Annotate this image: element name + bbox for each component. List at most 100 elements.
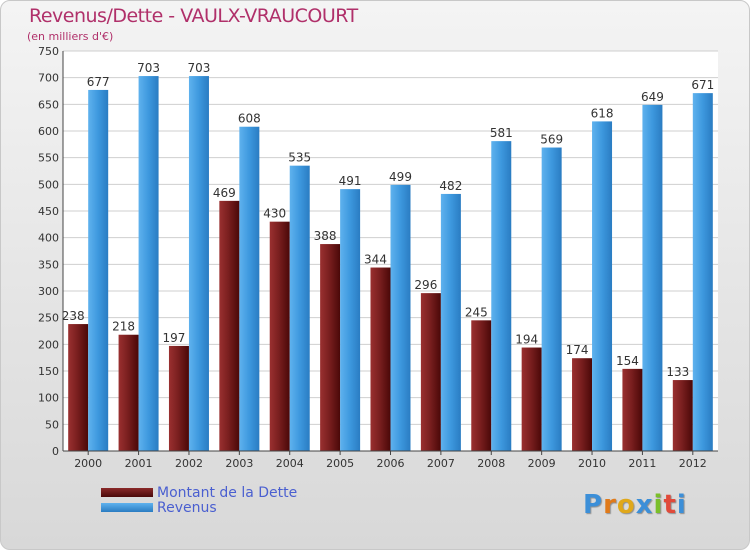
x-tick-label: 2006: [377, 457, 405, 470]
data-label-dette: 133: [666, 365, 689, 379]
data-label-revenus: 608: [238, 112, 261, 126]
y-tick-label: 400: [38, 232, 59, 245]
bar-dette: [672, 380, 693, 451]
legend-swatch-dette: [101, 488, 153, 497]
bar-dette: [622, 368, 643, 451]
y-tick-label: 450: [38, 205, 59, 218]
x-tick-label: 2005: [326, 457, 354, 470]
bar-revenus: [239, 126, 260, 451]
bar-revenus: [491, 141, 512, 451]
chart-legend: Montant de la Dette Revenus: [101, 484, 298, 516]
chart-subtitle: (en milliers d'€): [27, 30, 114, 43]
bar-revenus: [390, 184, 411, 451]
y-tick-label: 750: [38, 45, 59, 58]
logo-letter: x: [635, 490, 654, 520]
data-label-dette: 238: [62, 309, 85, 323]
data-label-revenus: 535: [288, 151, 311, 165]
data-label-revenus: 677: [87, 75, 110, 89]
data-label-revenus: 499: [389, 170, 412, 184]
x-tick-label: 2011: [628, 457, 656, 470]
y-tick-label: 200: [38, 338, 59, 351]
bar-revenus: [188, 76, 209, 452]
bar-revenus: [592, 121, 613, 452]
y-tick-label: 700: [38, 72, 59, 85]
data-label-dette: 388: [314, 229, 337, 243]
bar-dette: [118, 334, 139, 451]
bar-dette: [219, 200, 240, 451]
y-tick-label: 150: [38, 365, 59, 378]
data-label-revenus: 482: [439, 179, 462, 193]
y-tick-label: 600: [38, 125, 59, 138]
chart-title: Revenus/Dette - VAULX-VRAUCOURT: [29, 5, 358, 27]
legend-swatch-revenus: [101, 503, 153, 512]
data-label-revenus: 618: [591, 106, 614, 120]
bar-revenus: [642, 104, 663, 451]
data-label-dette: 245: [465, 305, 488, 319]
x-tick-label: 2004: [276, 457, 304, 470]
data-label-revenus: 671: [691, 78, 714, 92]
data-label-revenus: 703: [188, 61, 211, 75]
logo-letter: r: [603, 490, 617, 520]
legend-item-revenus: Revenus: [101, 499, 297, 516]
data-label-dette: 430: [263, 207, 286, 221]
logo-letter: o: [616, 490, 636, 520]
x-tick-label: 2002: [175, 457, 203, 470]
data-label-dette: 194: [515, 333, 538, 347]
data-label-dette: 174: [566, 343, 589, 357]
logo-letter: i: [653, 490, 664, 520]
y-tick-label: 250: [38, 312, 59, 325]
bar-revenus: [541, 147, 562, 452]
x-tick-label: 2001: [125, 457, 153, 470]
data-label-revenus: 703: [137, 61, 160, 75]
x-tick-label: 2008: [477, 457, 505, 470]
bar-dette: [68, 324, 89, 451]
bar-dette: [370, 267, 391, 451]
data-label-dette: 154: [616, 354, 639, 368]
x-tick-label: 2010: [578, 457, 606, 470]
legend-label-revenus: Revenus: [157, 499, 217, 516]
data-label-revenus: 581: [490, 126, 513, 140]
data-label-revenus: 569: [540, 133, 563, 147]
x-tick-label: 2009: [528, 457, 556, 470]
data-label-revenus: 491: [339, 174, 362, 188]
x-tick-label: 2007: [427, 457, 455, 470]
bar-revenus: [88, 89, 109, 451]
bar-dette: [521, 347, 542, 451]
logo-letter: P: [583, 490, 604, 520]
y-tick-label: 300: [38, 285, 59, 298]
logo-letter: i: [676, 490, 687, 520]
data-label-dette: 218: [112, 320, 135, 334]
x-tick-label: 2000: [74, 457, 102, 470]
legend-item-dette: Montant de la Dette: [101, 484, 298, 501]
data-label-dette: 197: [163, 331, 186, 345]
y-tick-label: 550: [38, 152, 59, 165]
x-tick-label: 2012: [679, 457, 707, 470]
data-label-dette: 469: [213, 186, 236, 200]
y-tick-label: 350: [38, 258, 59, 271]
logo-letter: t: [663, 490, 677, 520]
data-label-revenus: 649: [641, 90, 664, 104]
bar-revenus: [289, 165, 310, 451]
y-tick-label: 0: [52, 445, 59, 458]
bar-dette: [269, 221, 290, 451]
bar-dette: [572, 358, 593, 451]
bar-dette: [420, 293, 441, 451]
bar-dette: [471, 320, 492, 451]
proxiti-logo: Proxiti: [583, 490, 687, 520]
bar-revenus: [692, 93, 713, 451]
bar-revenus: [440, 193, 461, 451]
bar-revenus: [138, 76, 159, 452]
data-label-dette: 296: [414, 278, 437, 292]
y-tick-label: 650: [38, 98, 59, 111]
bar-dette: [168, 345, 189, 451]
x-tick-label: 2003: [225, 457, 253, 470]
bar-dette: [320, 244, 341, 451]
bar-revenus: [340, 189, 361, 451]
y-tick-label: 100: [38, 392, 59, 405]
y-tick-label: 50: [45, 418, 59, 431]
y-tick-label: 500: [38, 178, 59, 191]
data-label-dette: 344: [364, 253, 387, 267]
legend-label-dette: Montant de la Dette: [157, 484, 298, 501]
